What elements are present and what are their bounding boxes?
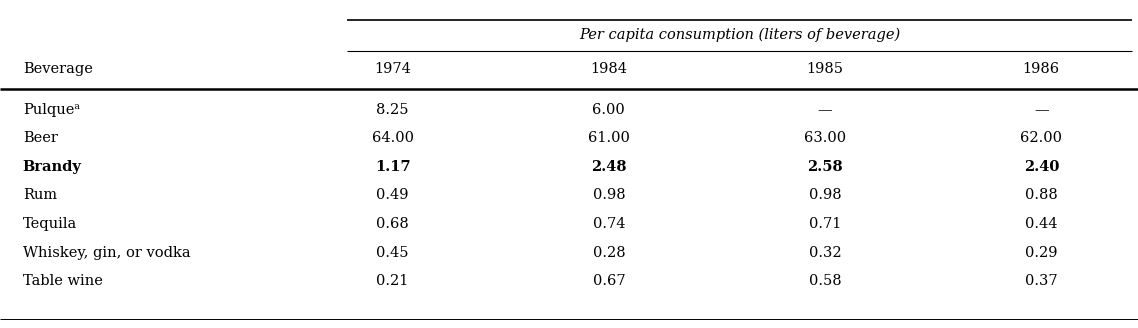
Text: 1.17: 1.17: [374, 160, 411, 174]
Text: 0.32: 0.32: [809, 246, 841, 259]
Text: 1986: 1986: [1023, 62, 1059, 76]
Text: 63.00: 63.00: [803, 132, 847, 145]
Text: Table wine: Table wine: [23, 274, 102, 288]
Text: 0.29: 0.29: [1025, 246, 1057, 259]
Text: Per capita consumption (liters of beverage): Per capita consumption (liters of bevera…: [579, 27, 900, 42]
Text: Rum: Rum: [23, 189, 57, 202]
Text: 61.00: 61.00: [588, 132, 629, 145]
Text: —: —: [818, 103, 832, 117]
Text: 0.98: 0.98: [809, 189, 841, 202]
Text: 6.00: 6.00: [593, 103, 625, 117]
Text: 0.28: 0.28: [593, 246, 625, 259]
Text: 2.58: 2.58: [807, 160, 843, 174]
Text: 62.00: 62.00: [1021, 132, 1062, 145]
Text: Beverage: Beverage: [23, 62, 92, 76]
Text: 0.88: 0.88: [1025, 189, 1057, 202]
Text: 0.67: 0.67: [593, 274, 625, 288]
Text: Whiskey, gin, or vodka: Whiskey, gin, or vodka: [23, 246, 190, 259]
Text: —: —: [1034, 103, 1048, 117]
Text: 0.44: 0.44: [1025, 217, 1057, 231]
Text: 0.58: 0.58: [809, 274, 841, 288]
Text: 0.98: 0.98: [593, 189, 625, 202]
Text: 0.37: 0.37: [1025, 274, 1057, 288]
Text: Tequila: Tequila: [23, 217, 77, 231]
Text: 64.00: 64.00: [372, 132, 413, 145]
Text: 2.40: 2.40: [1023, 160, 1059, 174]
Text: 0.21: 0.21: [377, 274, 409, 288]
Text: 0.49: 0.49: [377, 189, 409, 202]
Text: 1974: 1974: [374, 62, 411, 76]
Text: 1985: 1985: [807, 62, 843, 76]
Text: Pulqueᵃ: Pulqueᵃ: [23, 103, 80, 117]
Text: Beer: Beer: [23, 132, 58, 145]
Text: 0.68: 0.68: [377, 217, 409, 231]
Text: 1984: 1984: [591, 62, 627, 76]
Text: 0.45: 0.45: [377, 246, 409, 259]
Text: 8.25: 8.25: [377, 103, 409, 117]
Text: Brandy: Brandy: [23, 160, 82, 174]
Text: 0.74: 0.74: [593, 217, 625, 231]
Text: 2.48: 2.48: [591, 160, 627, 174]
Text: 0.71: 0.71: [809, 217, 841, 231]
